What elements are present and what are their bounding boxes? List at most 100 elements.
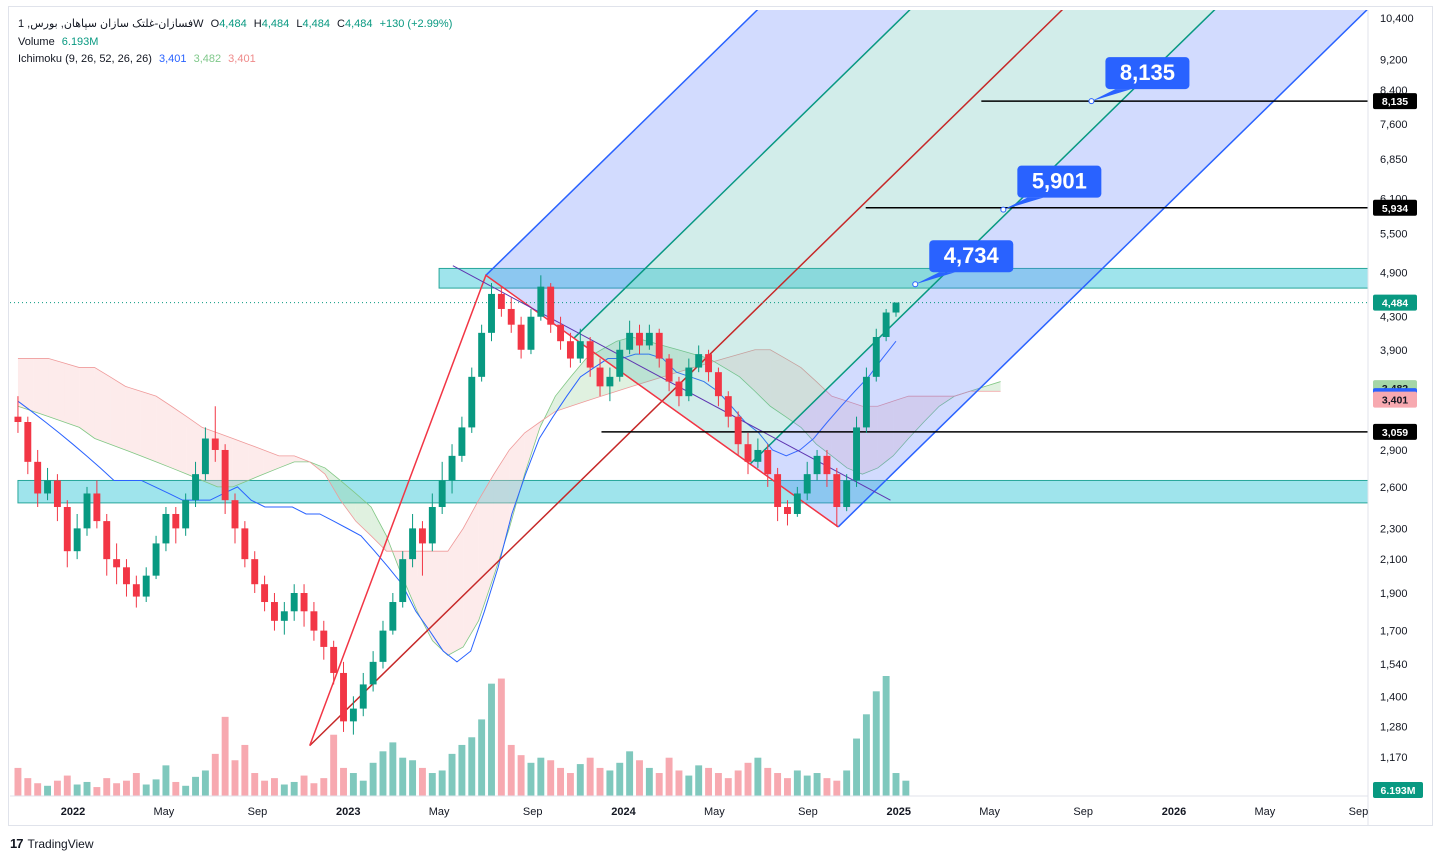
cloud-segment	[678, 349, 694, 373]
volume-bar	[320, 778, 328, 796]
target-box	[1105, 57, 1190, 90]
candle-body	[152, 543, 160, 576]
cloud-segment	[754, 349, 771, 407]
candle-body	[606, 376, 614, 387]
candle-body	[645, 332, 653, 346]
cloud-segment	[263, 449, 279, 475]
legend-high-label: H	[253, 18, 262, 30]
volume-bar	[517, 755, 525, 796]
time-tick-label: May	[979, 806, 1000, 818]
candle-body	[409, 528, 417, 560]
legend-high: 4,484	[261, 18, 290, 30]
legend-symbol: 1 ,فسازان-غلتک سازان سپاهان, بورسW O 4,48…	[18, 17, 452, 30]
pitchfork-fill-upper	[485, 10, 910, 339]
volume-bar	[349, 773, 357, 796]
volume-bar	[83, 781, 91, 796]
pitchfork-fill-middle	[573, 10, 1215, 465]
volume-bar	[359, 780, 367, 796]
candle-body	[557, 324, 565, 342]
candle-body	[349, 708, 357, 722]
candle-body	[448, 455, 456, 481]
candle-body	[418, 528, 426, 544]
cloud-segment	[94, 367, 111, 445]
candle-body	[379, 630, 387, 662]
candle-body	[458, 427, 466, 456]
candle-body	[369, 661, 377, 685]
candle-body	[862, 376, 870, 428]
volume-bar	[103, 778, 111, 796]
legend-ichimoku-v3: 3,401	[228, 53, 256, 65]
candle-body	[14, 416, 22, 423]
candle-body	[636, 332, 643, 346]
candle-body	[201, 438, 209, 475]
cloud-segment	[64, 363, 80, 428]
candle-body	[359, 684, 367, 709]
volume-bar	[507, 744, 515, 796]
pitchfork-median-line	[309, 10, 1064, 747]
volume-bar	[665, 757, 673, 796]
cloud-segment	[632, 336, 648, 387]
volume-bar	[872, 691, 880, 796]
cloud-segment	[125, 386, 141, 456]
volume-badge-bg	[1373, 782, 1423, 798]
candle-body	[211, 438, 219, 450]
volume-bar	[300, 775, 308, 796]
candle-body	[241, 528, 249, 560]
volume-bar	[113, 783, 121, 796]
candle-body	[271, 602, 278, 621]
candle-body	[389, 602, 397, 631]
volume-bar	[586, 757, 594, 796]
volume-bar	[458, 744, 466, 796]
cloud-segment	[79, 367, 95, 439]
price-tick-label: 5,500	[1380, 228, 1408, 240]
legend-low-label: L	[296, 18, 303, 30]
price-tick-label: 1,170	[1380, 752, 1408, 764]
price-tick-label: 2,900	[1380, 445, 1408, 457]
cloud-segment	[524, 422, 540, 475]
candle-body	[330, 646, 338, 673]
volume-bar	[271, 778, 278, 796]
candle-body	[892, 302, 900, 313]
time-tick-label: May	[429, 806, 450, 818]
candle-body	[566, 341, 574, 359]
candle-body	[774, 474, 782, 508]
volume-bar	[527, 762, 535, 796]
volume-bar	[192, 776, 199, 796]
support-zone-1	[17, 479, 1368, 504]
time-tick-label: Sep	[1073, 806, 1093, 818]
legend-symbol-name: 1 ,فسازان-غلتک سازان سپاهان, بورس	[18, 18, 194, 30]
price-tick-label: 1,900	[1380, 588, 1408, 600]
price-tick-label: 2,600	[1380, 482, 1408, 494]
cloud-segment	[186, 416, 203, 481]
volume-bar	[241, 744, 249, 796]
volume-bar	[399, 757, 407, 796]
candle-body	[320, 630, 328, 647]
legend-open-label: O	[210, 18, 220, 30]
legend-volume-value: 6.193M	[61, 36, 99, 48]
volume-bar	[221, 716, 229, 796]
volume-bar	[142, 784, 150, 796]
tradingview-logo-icon: 17	[10, 836, 24, 851]
legend-change: +130 (+2.99%)	[379, 18, 453, 30]
volume-bar	[369, 762, 377, 796]
legend-symbol-suffix: W	[193, 18, 204, 30]
candle-body	[764, 449, 772, 475]
candle-body	[853, 427, 860, 481]
price-tick-label: 10,400	[1380, 13, 1414, 25]
volume-bar	[695, 765, 703, 796]
volume-bar	[823, 778, 831, 796]
time-tick-label: Sep	[523, 806, 543, 818]
candle-body	[290, 593, 298, 612]
volume-bar	[636, 760, 643, 796]
volume-bar	[813, 773, 821, 796]
kijun-line	[17, 340, 897, 663]
volume-bar	[488, 683, 495, 796]
candle-body	[843, 480, 851, 508]
volume-bar	[537, 757, 545, 796]
volume-bar	[409, 760, 417, 796]
target-box	[1017, 165, 1102, 198]
price-badge-label: 8,135	[1382, 96, 1408, 108]
tradingview-footer[interactable]: 17 TradingView	[10, 836, 94, 851]
cloud-span-a	[17, 336, 1001, 656]
